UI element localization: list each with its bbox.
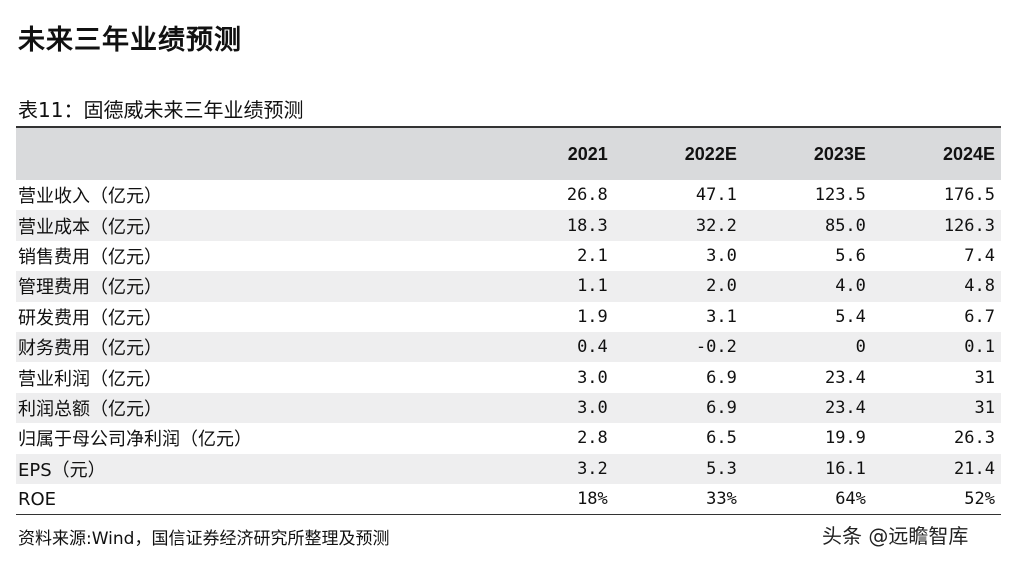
cell-value: 1.1 bbox=[484, 271, 614, 302]
cell-value: 26.3 bbox=[954, 428, 995, 449]
cell-value: 1.9 bbox=[577, 306, 608, 327]
cell-value: 32.2 bbox=[613, 210, 743, 241]
cell-value: 21.4 bbox=[871, 453, 1001, 484]
cell-value: -0.2 bbox=[613, 331, 743, 363]
header-year-2024e: 2024E bbox=[871, 128, 1001, 180]
table-row: 财务费用（亿元） 0.4 -0.2 0 0.1 bbox=[16, 331, 1001, 363]
table-row: 研发费用（亿元） 1.9 3.1 5.4 6.7 bbox=[16, 302, 1001, 332]
cell-value: 0.1 bbox=[871, 331, 1001, 363]
row-label: ROE bbox=[16, 483, 485, 516]
row-label: 销售费用（亿元） bbox=[18, 246, 162, 268]
cell-value: 6.9 bbox=[613, 392, 743, 424]
cell-value: 0.4 bbox=[484, 331, 614, 363]
cell-value: 0 bbox=[742, 331, 872, 363]
watermark-label: 头条 @远瞻智库 bbox=[822, 524, 969, 548]
cell-value: 6.7 bbox=[964, 306, 995, 327]
row-label: 财务费用（亿元） bbox=[16, 331, 485, 363]
cell-value: 26.8 bbox=[566, 185, 608, 206]
cell-value: 3.0 bbox=[484, 392, 614, 424]
table-row: ROE 18% 33% 64% 52% bbox=[16, 483, 1001, 516]
cell-value: 6.9 bbox=[706, 367, 737, 388]
row-label: 归属于母公司净利润（亿元） bbox=[18, 429, 252, 451]
cell-value: 31 bbox=[871, 392, 1001, 424]
cell-value: 3.0 bbox=[577, 367, 608, 388]
table-row: EPS（元） 3.2 5.3 16.1 21.4 bbox=[16, 453, 1001, 484]
cell-value: 126.3 bbox=[871, 210, 1001, 241]
table-caption: 表11：固德威未来三年业绩预测 bbox=[18, 98, 304, 122]
row-label: EPS（元） bbox=[16, 453, 485, 484]
cell-value: 64% bbox=[742, 483, 872, 516]
header-year-2022e: 2022E bbox=[613, 128, 743, 180]
table-row: 利润总额（亿元） 3.0 6.9 23.4 31 bbox=[16, 392, 1001, 424]
forecast-table-container: 2021 2022E 2023E 2024E 营业收入（亿元） 26.8 47.… bbox=[16, 126, 1001, 516]
table-row: 销售费用（亿元） 2.1 3.0 5.6 7.4 bbox=[16, 241, 1001, 271]
cell-value: 4.0 bbox=[742, 271, 872, 302]
cell-value: 2.1 bbox=[577, 245, 608, 266]
table-header-row: 2021 2022E 2023E 2024E bbox=[16, 128, 1001, 180]
cell-value: 176.5 bbox=[943, 185, 995, 206]
cell-value: 123.5 bbox=[814, 185, 866, 206]
cell-value: 85.0 bbox=[742, 210, 872, 241]
table-row: 营业利润（亿元） 3.0 6.9 23.4 31 bbox=[16, 362, 1001, 392]
header-year-2021: 2021 bbox=[484, 128, 614, 180]
cell-value: 3.0 bbox=[706, 245, 737, 266]
row-label: 利润总额（亿元） bbox=[16, 392, 485, 424]
cell-value: 16.1 bbox=[742, 453, 872, 484]
row-label: 营业利润（亿元） bbox=[18, 368, 162, 390]
cell-value: 19.9 bbox=[824, 428, 866, 449]
cell-value: 7.4 bbox=[964, 245, 995, 266]
row-label: 管理费用（亿元） bbox=[16, 271, 485, 302]
cell-value: 6.5 bbox=[706, 428, 737, 449]
cell-value: 5.3 bbox=[613, 453, 743, 484]
cell-value: 18% bbox=[484, 483, 614, 516]
cell-value: 33% bbox=[613, 483, 743, 516]
cell-value: 52% bbox=[871, 483, 1001, 516]
cell-value: 18.3 bbox=[484, 210, 614, 241]
cell-value: 2.0 bbox=[613, 271, 743, 302]
cell-value: 5.6 bbox=[835, 245, 866, 266]
forecast-table: 2021 2022E 2023E 2024E 营业收入（亿元） 26.8 47.… bbox=[16, 128, 1001, 516]
table-row: 管理费用（亿元） 1.1 2.0 4.0 4.8 bbox=[16, 271, 1001, 302]
cell-value: 31 bbox=[974, 367, 995, 388]
cell-value: 3.2 bbox=[484, 453, 614, 484]
cell-value: 2.8 bbox=[577, 428, 608, 449]
cell-value: 23.4 bbox=[742, 392, 872, 424]
row-label: 研发费用（亿元） bbox=[18, 307, 162, 329]
header-year-2023e: 2023E bbox=[742, 128, 872, 180]
page-title: 未来三年业绩预测 bbox=[18, 25, 242, 56]
table-row: 归属于母公司净利润（亿元） 2.8 6.5 19.9 26.3 bbox=[16, 423, 1001, 453]
row-label: 营业成本（亿元） bbox=[16, 210, 485, 241]
cell-value: 47.1 bbox=[695, 185, 737, 206]
header-label-cell bbox=[16, 128, 485, 180]
table-row: 营业成本（亿元） 18.3 32.2 85.0 126.3 bbox=[16, 210, 1001, 241]
cell-value: 4.8 bbox=[871, 271, 1001, 302]
cell-value: 23.4 bbox=[824, 367, 866, 388]
cell-value: 5.4 bbox=[835, 306, 866, 327]
source-note: 资料来源:Wind，国信证券经济研究所整理及预测 bbox=[18, 529, 390, 549]
cell-value: 3.1 bbox=[706, 306, 737, 327]
table-row: 营业收入（亿元） 26.8 47.1 123.5 176.5 bbox=[16, 180, 1001, 210]
row-label: 营业收入（亿元） bbox=[18, 186, 162, 208]
